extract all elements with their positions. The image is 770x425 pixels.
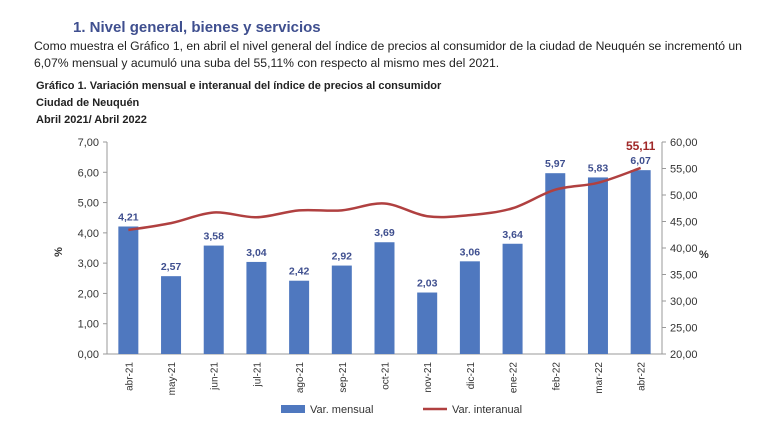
x-tick-label: ene-22 — [509, 362, 520, 394]
bar-label: 2,57 — [161, 261, 182, 273]
line-last-label: 55,11 — [626, 139, 656, 153]
bar-label: 2,03 — [417, 278, 438, 290]
bar-label: 5,83 — [588, 162, 609, 174]
right-axis-label: % — [699, 249, 709, 261]
bar-feb-22 — [545, 173, 566, 354]
bar-nov-21 — [417, 292, 438, 354]
bar-mar-22 — [587, 177, 608, 354]
chart-title: Gráfico 1. Variación mensual e interanua… — [36, 80, 442, 92]
x-tick-label: mar-22 — [594, 362, 605, 394]
right-tick-label: 20,00 — [670, 349, 698, 361]
bar-label: 3,69 — [374, 227, 395, 239]
x-tick-label: abr-21 — [124, 362, 135, 391]
left-tick-label: 3,00 — [78, 258, 99, 270]
bar-label: 4,21 — [118, 211, 139, 223]
x-tick-label: sep-21 — [338, 362, 349, 393]
bar-label: 3,06 — [460, 246, 481, 258]
bar-jul-21 — [246, 261, 267, 354]
left-tick-label: 6,00 — [78, 167, 99, 179]
right-tick-label: 45,00 — [670, 217, 698, 229]
bar-oct-21 — [374, 242, 395, 354]
chart-subtitle: Ciudad de Neuquén — [36, 97, 140, 109]
x-tick-label: may-21 — [167, 362, 178, 396]
x-tick-label: nov-21 — [423, 362, 434, 393]
intro-paragraph: Como muestra el Gráfico 1, en abril el n… — [34, 39, 742, 70]
bar-sep-21 — [331, 265, 352, 354]
left-tick-label: 1,00 — [78, 319, 99, 331]
x-tick-label: jul-21 — [252, 362, 263, 388]
x-tick-label: jun-21 — [210, 362, 221, 391]
x-tick-label: ago-21 — [295, 362, 306, 394]
bar-ene-22 — [502, 243, 523, 354]
bar-label: 3,64 — [502, 229, 523, 241]
x-tick-label: abr-22 — [637, 362, 648, 391]
x-tick-label: dic-21 — [466, 362, 477, 390]
bar-may-21 — [161, 276, 182, 354]
right-tick-label: 55,00 — [670, 164, 698, 176]
bar-label: 3,58 — [204, 231, 225, 243]
left-tick-label: 2,00 — [78, 288, 99, 300]
left-tick-label: 0,00 — [78, 349, 99, 361]
left-axis-label: % — [53, 247, 65, 257]
bar-jun-21 — [203, 245, 224, 354]
line-var-interanual — [128, 166, 642, 232]
x-tick-label: oct-21 — [381, 362, 392, 390]
right-tick-label: 30,00 — [670, 296, 698, 308]
x-tick-label: feb-22 — [551, 362, 562, 391]
bar-label: 2,92 — [332, 251, 353, 263]
bar-label: 6,07 — [630, 155, 651, 167]
left-tick-label: 5,00 — [78, 198, 99, 210]
bar-label: 5,97 — [545, 158, 566, 170]
right-tick-label: 35,00 — [670, 270, 698, 282]
right-tick-label: 40,00 — [670, 243, 698, 255]
chart-period: Abril 2021/ Abril 2022 — [36, 114, 147, 126]
right-tick-label: 50,00 — [670, 190, 698, 202]
left-tick-label: 4,00 — [78, 228, 99, 240]
legend-line-label: Var. interanual — [452, 404, 522, 416]
bar-abr-22 — [630, 170, 651, 354]
bar-label: 3,04 — [246, 247, 267, 259]
right-tick-label: 60,00 — [670, 137, 698, 149]
legend-bar-swatch — [281, 405, 305, 413]
legend-bar-label: Var. mensual — [310, 404, 373, 416]
bar-label: 2,42 — [289, 266, 310, 278]
section-title: 1. Nivel general, bienes y servicios — [73, 19, 321, 36]
bar-ago-21 — [289, 280, 310, 354]
left-tick-label: 7,00 — [78, 137, 99, 149]
bar-dic-21 — [459, 261, 480, 354]
right-tick-label: 25,00 — [670, 323, 698, 335]
bar-abr-21 — [118, 226, 139, 354]
